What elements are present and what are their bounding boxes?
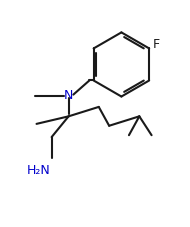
Text: F: F bbox=[153, 38, 160, 51]
Text: H₂N: H₂N bbox=[27, 164, 50, 177]
Text: N: N bbox=[64, 89, 73, 102]
